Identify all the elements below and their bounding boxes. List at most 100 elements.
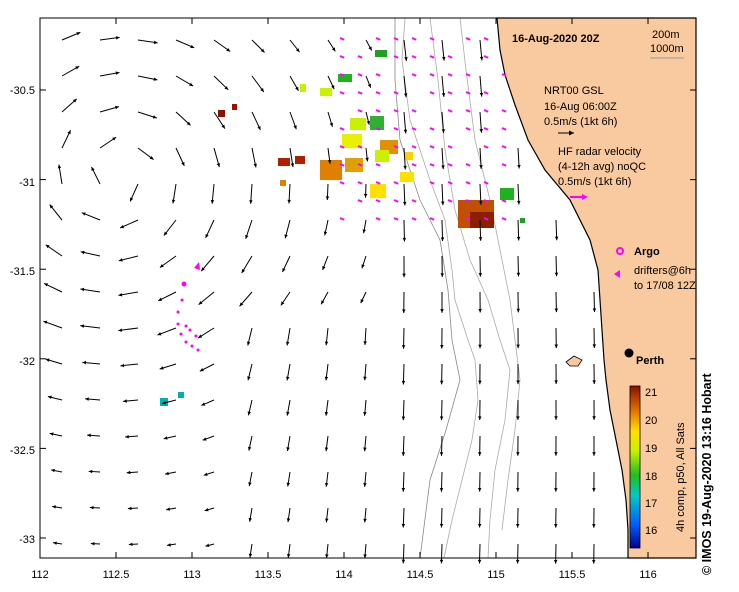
velocity-arrowhead: [126, 470, 131, 475]
hf-radar-vector: [393, 145, 399, 149]
isobath-1000m: [394, 18, 461, 559]
velocity-arrowhead: [553, 559, 558, 564]
velocity-arrowhead: [45, 358, 50, 362]
velocity-arrowhead: [329, 122, 334, 127]
velocity-arrowhead: [478, 273, 483, 277]
x-tick-label: 115: [487, 569, 505, 581]
sst-patch: [520, 218, 525, 223]
velocity-arrowhead: [159, 366, 164, 370]
hf-radar-vector: [411, 127, 417, 131]
velocity-arrowhead: [248, 482, 252, 487]
velocity-arrowhead: [592, 524, 596, 528]
velocity-arrowhead: [440, 344, 444, 349]
velocity-arrowhead: [241, 269, 246, 274]
velocity-arrowhead: [286, 376, 290, 381]
hf-radar-vector: [393, 37, 399, 41]
velocity-arrowhead: [368, 46, 372, 51]
velocity-arrowhead: [363, 376, 367, 381]
sst-patch: [338, 74, 352, 82]
velocity-arrowhead: [152, 115, 157, 119]
velocity-arrowhead: [90, 541, 95, 546]
y-tick-label: -31.5: [10, 266, 35, 278]
sst-patch: [375, 150, 389, 162]
colorbar-tick: 16: [645, 525, 657, 537]
hf-radar-vector: [501, 145, 507, 149]
velocity-arrowhead: [158, 297, 163, 301]
velocity-arrowhead: [321, 300, 325, 305]
velocity-arrowhead: [286, 411, 290, 416]
velocity-arrowhead: [286, 447, 290, 451]
velocity-arrowhead: [205, 543, 210, 548]
velocity-arrowhead: [360, 299, 364, 304]
velocity-arrowhead: [402, 273, 406, 278]
sst-patch: [278, 158, 290, 166]
velocity-arrowhead: [72, 98, 77, 103]
velocity-arrowhead: [198, 300, 203, 305]
velocity-arrowhead: [402, 309, 406, 314]
velocity-arrowhead: [89, 505, 94, 510]
hf-radar-vector: [411, 217, 417, 221]
hf-radar-vector: [465, 163, 471, 167]
hf-radar-vectors: [339, 37, 507, 221]
hf-legend-line3: 0.5m/s (1kt 6h): [558, 176, 631, 188]
hf-radar-vector: [357, 73, 363, 77]
hf-radar-vector: [483, 181, 489, 185]
velocity-arrowhead: [118, 328, 123, 332]
velocity-arrowhead: [189, 82, 194, 87]
map-title: 16-Aug-2020 20Z: [512, 33, 600, 45]
hf-radar-vector: [357, 91, 363, 95]
velocity-arrowhead: [239, 302, 244, 307]
hf-radar-vector: [483, 109, 489, 113]
imos-credit: © IMOS 19-Aug-2020 13:16 Hobart: [700, 373, 714, 575]
hf-radar-vector: [393, 127, 399, 131]
sst-patch: [178, 392, 184, 398]
velocity-arrowhead: [81, 212, 86, 216]
velocity-arrowhead: [115, 36, 120, 40]
hf-radar-vector: [375, 37, 381, 41]
velocity-arrowhead: [554, 272, 559, 277]
velocity-arrowhead: [280, 301, 285, 306]
velocity-arrowhead: [57, 164, 62, 169]
velocity-arrowhead: [216, 163, 221, 168]
velocity-arrowhead: [127, 506, 132, 511]
velocity-arrowhead: [439, 452, 444, 456]
velocity-arrowhead: [115, 105, 119, 110]
velocity-arrowhead: [478, 237, 483, 241]
hf-radar-vector: [501, 199, 507, 203]
velocity-arrowhead: [248, 553, 253, 558]
x-tick-label: 113: [183, 569, 201, 581]
hf-radar-vector: [429, 91, 435, 95]
velocity-arrowhead: [203, 472, 208, 476]
hf-radar-vector: [483, 127, 489, 131]
velocity-arrowhead: [76, 32, 81, 36]
hf-radar-vector: [339, 217, 345, 221]
velocity-arrowhead: [153, 40, 158, 45]
hf-radar-vector: [501, 109, 507, 113]
hf-radar-vector: [375, 91, 381, 95]
velocity-arrowhead: [45, 244, 50, 249]
drifters-legend-line2: to 17/08 12Z: [634, 280, 696, 292]
velocity-arrowhead: [286, 518, 291, 523]
velocity-arrowhead: [479, 92, 484, 97]
velocity-arrowhead: [554, 452, 558, 456]
velocity-arrowhead: [439, 488, 444, 492]
x-tick-label: 114.5: [407, 569, 434, 581]
hf-radar-vector: [339, 145, 345, 149]
hf-radar-vector: [501, 73, 507, 77]
y-tick-label: -31: [19, 177, 35, 189]
velocity-arrowhead: [153, 77, 158, 81]
hf-radar-vector: [375, 163, 381, 167]
velocity-arrowhead: [363, 341, 367, 345]
velocity-arrowhead: [516, 308, 520, 313]
velocity-arrowhead: [87, 433, 91, 438]
velocity-arrowhead: [91, 166, 95, 171]
velocity-arrowhead: [516, 380, 520, 385]
velocity-arrowhead: [246, 341, 251, 346]
hf-radar-vector: [393, 55, 399, 59]
hf-radar-vector: [483, 145, 489, 149]
hf-radar-vector: [357, 163, 363, 167]
hf-radar-vector: [411, 199, 417, 203]
nrt-legend-line3: 0.5m/s (1kt 6h): [544, 116, 617, 128]
hf-radar-vector: [375, 217, 381, 221]
land-area: [496, 17, 697, 559]
